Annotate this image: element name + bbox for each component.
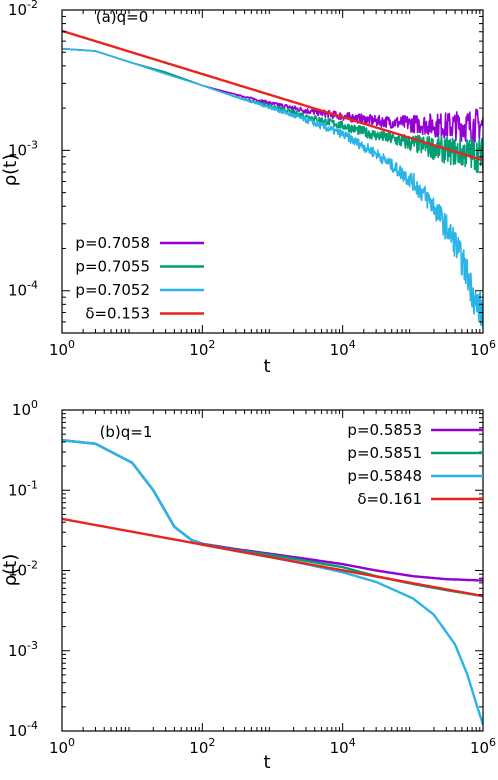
y-tick-label: 10-3 [8, 138, 38, 159]
x-tick-label: 106 [470, 736, 496, 757]
x-tick-label: 104 [330, 338, 356, 359]
series-line [62, 47, 483, 174]
series-group [62, 29, 483, 328]
series-group [62, 439, 483, 725]
y-tick-label: 100 [12, 398, 38, 419]
y-tick-label: 10-1 [8, 478, 38, 499]
legend-label: p=0.5853 [347, 421, 422, 439]
series-line [62, 29, 483, 162]
x-axis-label: t [263, 356, 270, 377]
legend: p=0.7058 p=0.7055 p=0.7052 δ=0.153 [75, 234, 204, 323]
y-axis-label: ρ(t) [0, 154, 21, 187]
x-axis-label: t [263, 752, 270, 773]
panel-title: (b)q=1 [100, 423, 153, 441]
x-tick-label: 104 [330, 736, 356, 757]
legend-label: p=0.5848 [347, 467, 422, 485]
series-line [62, 517, 483, 598]
legend-label: p=0.7055 [75, 258, 150, 276]
y-tick-label: 10-4 [8, 719, 38, 740]
x-tick-label: 100 [49, 338, 75, 359]
x-tick-label: 100 [49, 736, 75, 757]
legend-label: p=0.5851 [347, 444, 422, 462]
legend-label: p=0.7052 [75, 281, 150, 299]
x-tick-label: 106 [470, 338, 496, 359]
legend-label: δ=0.161 [357, 490, 422, 508]
series-line [62, 47, 483, 328]
plot-frame [61, 9, 484, 334]
y-tick-label: 10-2 [8, 0, 38, 19]
legend-label: δ=0.153 [85, 305, 150, 323]
y-axis-label: ρ(t) [0, 554, 21, 587]
chart-panel-2: 100 102 104 106 10-4 10-3 10-2 10-1 100 (b)q=1 t ρ(… [0, 398, 496, 773]
panel-title: (a)q=0 [96, 8, 149, 26]
y-tick-label: 10-2 [8, 559, 38, 580]
y-tick-label: 10-3 [8, 639, 38, 660]
series-line [62, 439, 483, 598]
x-tick-label: 102 [189, 736, 215, 757]
chart-panel-1: 100 102 104 106 10-4 10-3 10-2 (a)q=0 t ρ(t) p=0.7… [0, 0, 496, 377]
legend: p=0.5853 p=0.5851 p=0.5848 δ=0.161 [347, 421, 483, 508]
x-tick-label: 102 [189, 338, 215, 359]
legend-label: p=0.7058 [75, 234, 150, 252]
y-tick-label: 10-4 [8, 279, 38, 300]
